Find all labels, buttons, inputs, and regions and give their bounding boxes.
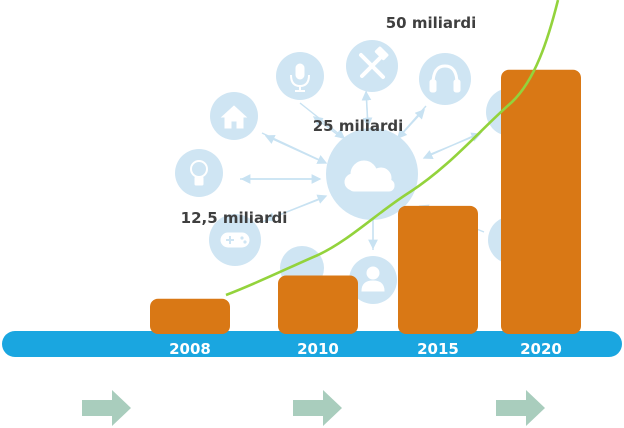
headphones-icon <box>419 53 471 105</box>
value-label-2008: 12,5 miliardi <box>181 209 288 227</box>
year-label-2008: 2008 <box>169 340 211 358</box>
tools-icon <box>346 40 398 92</box>
bar-2020 <box>501 69 581 334</box>
bar-2015 <box>398 205 478 334</box>
year-label-2020: 2020 <box>520 340 562 358</box>
year-label-2015: 2015 <box>417 340 459 358</box>
value-label-2020: 50 miliardi <box>386 14 477 32</box>
user-icon <box>349 256 397 304</box>
value-labels: 12,5 miliardi 25 miliardi 50 miliardi <box>181 14 477 227</box>
arrow-icon <box>496 390 545 426</box>
gamepad-icon <box>209 214 261 266</box>
bar-2008 <box>150 298 230 334</box>
microphone-icon <box>276 52 324 100</box>
home-icon <box>210 92 258 140</box>
growth-curve-layer <box>225 0 560 297</box>
growth-curve <box>225 0 560 297</box>
timeline-bar <box>2 331 622 357</box>
value-label-2010: 25 miliardi <box>313 117 404 135</box>
year-label-2010: 2010 <box>297 340 339 358</box>
year-labels: 2008 2010 2015 2020 <box>169 340 562 358</box>
arrow-icon <box>293 390 342 426</box>
bars <box>150 69 581 334</box>
bar-2010 <box>278 275 358 334</box>
cloud-icon <box>326 128 418 220</box>
lightbulb-icon <box>175 149 223 197</box>
arrow-icon <box>82 390 131 426</box>
